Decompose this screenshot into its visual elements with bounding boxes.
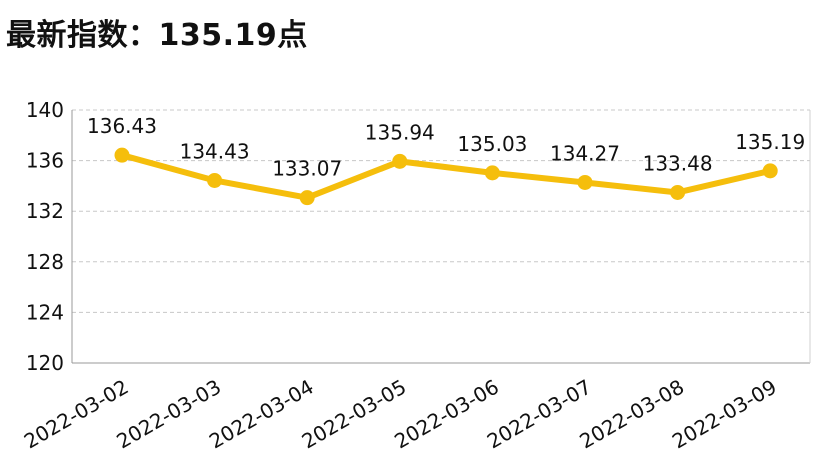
- data-point: [484, 165, 500, 181]
- data-label: 135.03: [457, 132, 527, 156]
- x-tick-label: 2022-03-07: [483, 375, 596, 454]
- x-tick-label: 2022-03-02: [20, 375, 133, 454]
- data-point: [577, 174, 593, 190]
- data-label: 133.07: [272, 157, 342, 181]
- y-tick-label: 136: [26, 149, 64, 173]
- x-tick-label: 2022-03-08: [575, 375, 688, 454]
- y-tick-label: 124: [26, 300, 64, 324]
- grid-lines: [72, 109, 810, 313]
- data-label: 135.19: [735, 130, 805, 154]
- data-point: [670, 184, 686, 200]
- data-label: 133.48: [643, 151, 713, 175]
- page-title: 最新指数：135.19点: [6, 18, 308, 53]
- y-tick-label: 132: [26, 199, 64, 223]
- data-label: 134.27: [550, 141, 620, 165]
- series-group: [114, 147, 778, 206]
- y-axis-ticks: 120 124 128 132 136 140: [26, 98, 64, 375]
- y-tick-label: 120: [26, 351, 64, 375]
- x-tick-label: 2022-03-06: [390, 375, 503, 454]
- x-tick-label: 2022-03-09: [668, 375, 781, 454]
- data-point: [392, 153, 408, 169]
- x-tick-label: 2022-03-05: [298, 375, 411, 454]
- data-label: 134.43: [180, 139, 250, 163]
- axes: [71, 110, 811, 364]
- x-tick-label: 2022-03-04: [205, 375, 318, 454]
- x-tick-label: 2022-03-03: [112, 375, 225, 454]
- series-line: [119, 152, 774, 201]
- y-tick-label: 128: [26, 250, 64, 274]
- data-point: [207, 172, 223, 188]
- x-axis-ticks: 2022-03-022022-03-032022-03-042022-03-05…: [20, 375, 781, 454]
- data-point: [114, 147, 130, 163]
- data-labels: 136.43 134.43 133.07 135.94 135.03 134.27 133.…: [87, 114, 805, 181]
- data-label: 135.94: [365, 120, 435, 144]
- data-point: [299, 190, 315, 206]
- data-point: [762, 163, 778, 179]
- data-label: 136.43: [87, 114, 157, 138]
- y-tick-label: 140: [26, 98, 64, 122]
